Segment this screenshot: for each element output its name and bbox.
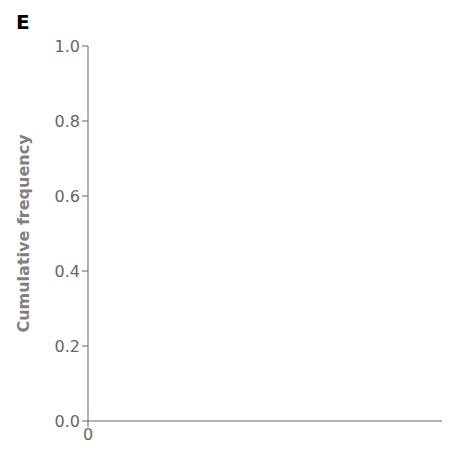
svg-text:0: 0: [83, 425, 93, 444]
svg-text:0.2: 0.2: [55, 337, 80, 356]
svg-text:0.4: 0.4: [55, 262, 80, 281]
svg-text:Cumulative frequency: Cumulative frequency: [14, 134, 33, 333]
svg-text:1.0: 1.0: [55, 37, 80, 56]
svg-text:0.6: 0.6: [55, 187, 80, 206]
html-text:E: E: [16, 10, 30, 34]
svg-text:0.0: 0.0: [55, 412, 80, 431]
svg-text:0.8: 0.8: [55, 112, 80, 131]
